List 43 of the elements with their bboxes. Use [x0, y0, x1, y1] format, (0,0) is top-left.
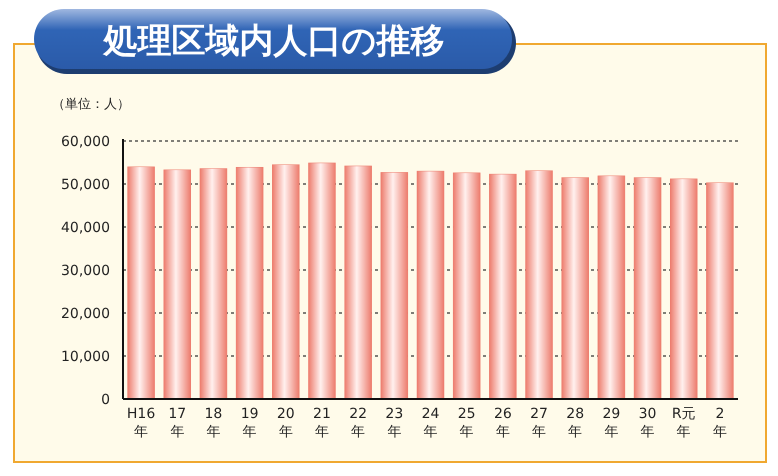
- bar: [127, 166, 155, 400]
- bar: [164, 170, 192, 400]
- x-tick-label: 19年: [240, 406, 259, 440]
- x-tick-label: 29年: [602, 406, 620, 440]
- bar: [706, 182, 734, 400]
- x-tick-label: 2年: [712, 406, 727, 440]
- x-tick-label: 21年: [313, 406, 331, 440]
- chart-title: 処理区域内人口の推移: [102, 21, 444, 61]
- x-tick-label: R元年: [672, 406, 696, 440]
- y-tick-label: 40,000: [61, 220, 110, 236]
- y-tick-label: 10,000: [61, 349, 110, 365]
- y-tick-label: 30,000: [61, 263, 110, 279]
- x-tick-label: 30年: [638, 406, 656, 440]
- x-tick-label: 20年: [276, 406, 295, 440]
- y-axis-title: （単位：人）: [52, 97, 130, 112]
- bar: [344, 166, 372, 400]
- y-tick-label: 20,000: [61, 306, 110, 322]
- bar: [308, 162, 336, 400]
- x-tick-label: 28年: [566, 406, 584, 440]
- x-tick-label: 23年: [385, 406, 404, 440]
- x-tick-label: 22年: [349, 406, 368, 440]
- bar: [200, 168, 228, 400]
- x-tick-label: 27年: [530, 406, 548, 440]
- y-tick-label: 60,000: [61, 134, 110, 150]
- y-tick-label: 50,000: [61, 177, 110, 193]
- bar: [452, 172, 480, 400]
- bar: [598, 176, 626, 400]
- bar: [634, 177, 662, 400]
- bar: [416, 170, 444, 400]
- bar: [272, 164, 300, 400]
- bar: [561, 177, 589, 400]
- x-tick-label: 26年: [494, 406, 512, 440]
- bar: [525, 170, 553, 400]
- x-tick-label: 17年: [168, 406, 186, 440]
- x-tick-label: 24年: [422, 406, 440, 440]
- bar: [380, 172, 408, 400]
- y-tick-label: 0: [101, 392, 110, 408]
- x-tick-label: 18年: [204, 406, 222, 440]
- bar: [670, 178, 698, 400]
- bar: [489, 174, 517, 400]
- x-tick-label: 25年: [458, 406, 476, 440]
- bar: [236, 166, 264, 400]
- x-tick-label: H16年: [126, 406, 156, 440]
